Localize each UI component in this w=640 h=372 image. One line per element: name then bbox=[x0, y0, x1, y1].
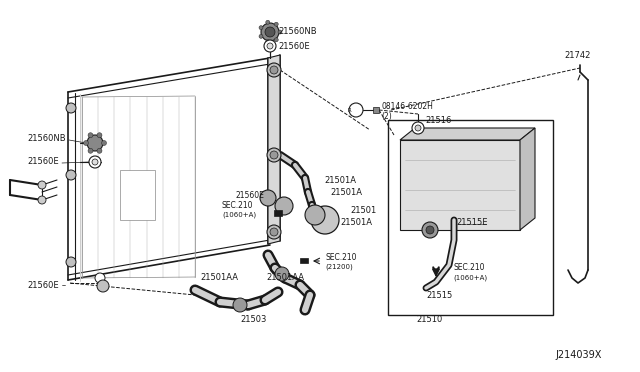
Circle shape bbox=[267, 43, 273, 49]
Circle shape bbox=[270, 66, 278, 74]
Text: 21510: 21510 bbox=[417, 315, 443, 324]
Text: SEC.210: SEC.210 bbox=[325, 253, 356, 262]
Text: R: R bbox=[347, 108, 351, 112]
Circle shape bbox=[95, 273, 105, 283]
Circle shape bbox=[261, 23, 279, 41]
Circle shape bbox=[38, 196, 46, 204]
Text: 21515E: 21515E bbox=[456, 218, 488, 227]
Circle shape bbox=[267, 225, 281, 239]
Circle shape bbox=[422, 222, 438, 238]
Text: 21501A: 21501A bbox=[324, 176, 356, 185]
Text: 21560E: 21560E bbox=[27, 280, 59, 289]
Circle shape bbox=[265, 27, 275, 37]
Text: 21501AA: 21501AA bbox=[266, 273, 304, 282]
Circle shape bbox=[259, 34, 263, 38]
Text: 21501: 21501 bbox=[350, 205, 376, 215]
Circle shape bbox=[92, 159, 98, 165]
Text: (1060+A): (1060+A) bbox=[453, 275, 487, 281]
Circle shape bbox=[267, 148, 281, 162]
Polygon shape bbox=[400, 140, 520, 230]
Text: SEC.210: SEC.210 bbox=[222, 201, 253, 209]
Bar bbox=[274, 210, 282, 216]
Circle shape bbox=[274, 38, 278, 42]
Circle shape bbox=[311, 206, 339, 234]
Circle shape bbox=[270, 151, 278, 159]
Circle shape bbox=[270, 228, 278, 236]
Circle shape bbox=[412, 122, 424, 134]
Circle shape bbox=[66, 257, 76, 267]
Circle shape bbox=[260, 190, 276, 206]
Circle shape bbox=[426, 226, 434, 234]
Circle shape bbox=[66, 103, 76, 113]
Circle shape bbox=[275, 267, 289, 281]
Circle shape bbox=[266, 20, 270, 24]
Circle shape bbox=[38, 181, 46, 189]
Circle shape bbox=[88, 148, 93, 153]
Circle shape bbox=[259, 26, 263, 30]
Bar bbox=[300, 258, 308, 263]
Circle shape bbox=[97, 133, 102, 138]
Bar bbox=[388, 120, 553, 315]
Circle shape bbox=[88, 133, 93, 138]
Circle shape bbox=[274, 22, 278, 26]
Circle shape bbox=[266, 40, 270, 44]
Text: (1060+A): (1060+A) bbox=[222, 212, 256, 218]
Text: 21560E: 21560E bbox=[278, 42, 310, 51]
Circle shape bbox=[305, 205, 325, 225]
Text: 21516: 21516 bbox=[425, 115, 451, 125]
Text: 21560E: 21560E bbox=[27, 157, 59, 166]
Polygon shape bbox=[400, 128, 535, 140]
Bar bbox=[120, 170, 155, 220]
Bar bbox=[373, 107, 379, 113]
Circle shape bbox=[87, 135, 103, 151]
Circle shape bbox=[66, 170, 76, 180]
Circle shape bbox=[278, 30, 282, 34]
Text: SEC.210: SEC.210 bbox=[453, 263, 484, 273]
Circle shape bbox=[97, 280, 109, 292]
Text: 21515: 21515 bbox=[426, 292, 452, 301]
Text: 21503: 21503 bbox=[240, 315, 266, 324]
Circle shape bbox=[89, 156, 101, 168]
Text: 21501A: 21501A bbox=[330, 187, 362, 196]
Circle shape bbox=[264, 40, 276, 52]
Text: 21560NB: 21560NB bbox=[27, 134, 66, 142]
Circle shape bbox=[349, 103, 363, 117]
Circle shape bbox=[83, 141, 88, 145]
Circle shape bbox=[97, 148, 102, 153]
Text: 21501AA: 21501AA bbox=[200, 273, 238, 282]
Text: (21200): (21200) bbox=[325, 264, 353, 270]
Text: (2): (2) bbox=[381, 112, 392, 121]
Circle shape bbox=[275, 197, 293, 215]
Text: 08146-6202H: 08146-6202H bbox=[381, 102, 433, 110]
Text: 21560NB: 21560NB bbox=[278, 26, 317, 35]
Text: 21742: 21742 bbox=[564, 51, 590, 60]
Circle shape bbox=[415, 125, 421, 131]
Circle shape bbox=[267, 63, 281, 77]
Text: 21560E: 21560E bbox=[235, 190, 264, 199]
Circle shape bbox=[233, 298, 247, 312]
Circle shape bbox=[102, 141, 106, 145]
Polygon shape bbox=[520, 128, 535, 230]
Text: 21501A: 21501A bbox=[340, 218, 372, 227]
Text: J214039X: J214039X bbox=[555, 350, 602, 360]
Polygon shape bbox=[268, 55, 280, 244]
